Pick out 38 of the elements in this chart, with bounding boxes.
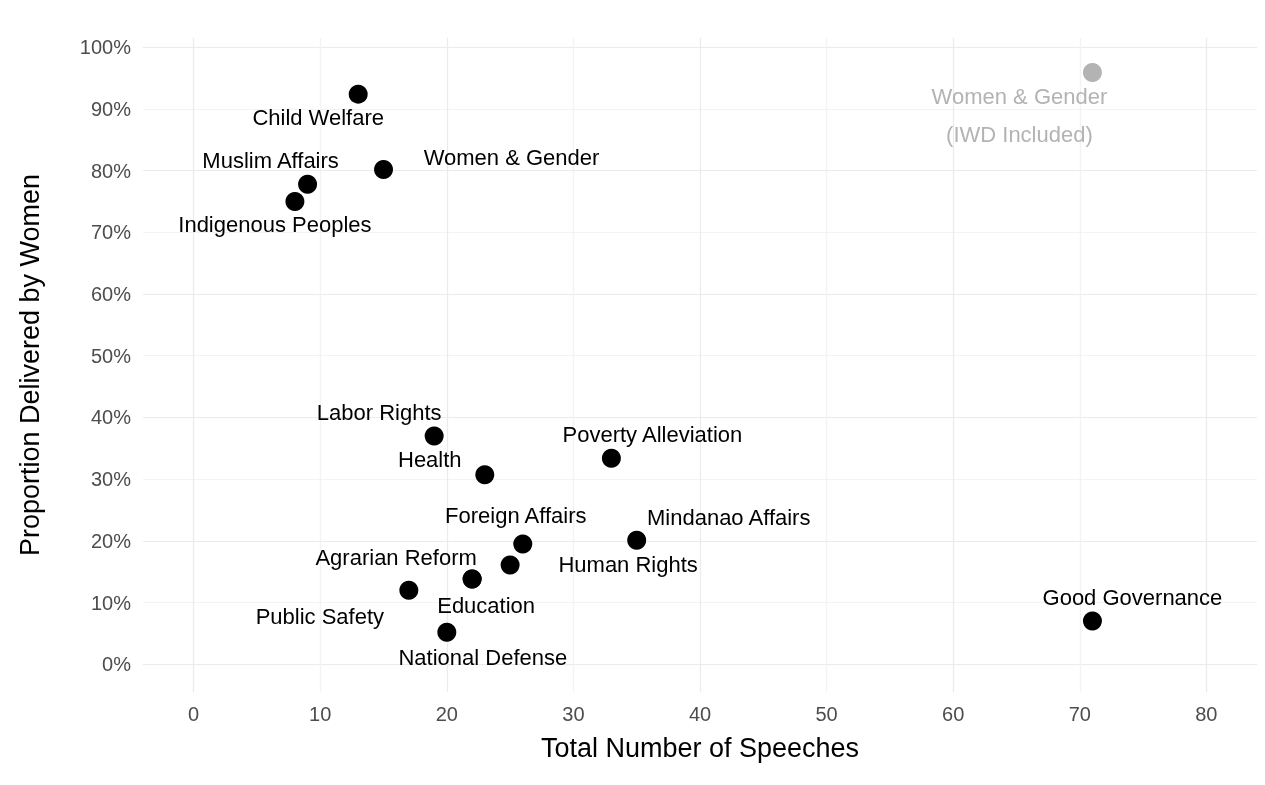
annotation: Public Safety [255,603,385,629]
y-tick-label: 10% [90,591,132,614]
x-tick-label: 70 [1068,703,1091,725]
annotation: Poverty Alleviation [562,421,743,447]
annotation: Indigenous Peoples [178,212,372,237]
annotation: Human Rights [558,552,698,578]
y-tick-label: 20% [90,529,132,552]
x-axis-title: Total Number of Speeches [540,732,860,763]
y-axis-title: Proportion Delivered by Women [14,173,45,557]
y-tick-label: 0% [102,653,132,676]
y-tick-label: 90% [90,97,132,120]
annotation: Foreign Affairs [445,503,587,529]
y-tick-label: 70% [90,221,132,244]
annotation: Child Welfare [252,104,385,130]
y-tick-label: 60% [90,283,132,306]
annotation: Good Governance [1042,584,1223,610]
x-tick-label: 0 [188,703,200,725]
y-tick-label: 100% [79,36,132,59]
annotation: Education [437,592,536,618]
annotation: Agrarian Reform [315,544,477,570]
annotation: National Defense [398,644,568,670]
y-tick-label: 50% [90,344,132,367]
annotation: Health [398,447,462,473]
annotation: Women & Gender [423,144,600,170]
y-tick-label: 80% [90,159,132,182]
x-tick-label: 60 [942,703,965,725]
x-tick-label: 80 [1195,703,1218,725]
x-tick-label: 50 [815,703,838,725]
annotation: Women & Gender (IWD Included) [931,84,1108,148]
x-tick-label: 20 [435,703,458,725]
annotation: Mindanao Affairs [646,504,811,530]
y-tick-label: 40% [90,406,132,429]
x-tick-label: 10 [309,703,332,725]
x-tick-label: 40 [688,703,712,725]
y-tick-label: 30% [90,468,132,491]
annotation: Labor Rights [316,400,442,426]
annotation: Muslim Affairs [202,147,339,173]
x-tick-label: 30 [562,703,585,725]
